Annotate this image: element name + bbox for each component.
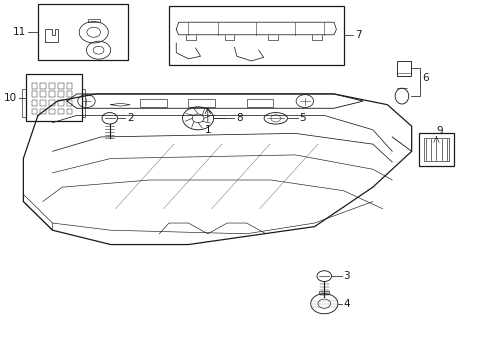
Bar — [32, 109, 37, 114]
Text: 9: 9 — [437, 126, 443, 135]
Bar — [319, 291, 329, 294]
Bar — [82, 89, 84, 117]
Bar — [40, 100, 46, 106]
Bar — [58, 83, 64, 89]
Text: 3: 3 — [343, 271, 350, 281]
Text: 4: 4 — [343, 299, 350, 309]
Bar — [246, 99, 273, 107]
Bar — [140, 99, 167, 107]
Bar — [32, 83, 37, 89]
Bar — [67, 100, 73, 106]
Bar — [40, 91, 46, 97]
Text: 2: 2 — [127, 113, 134, 123]
Bar — [26, 74, 82, 121]
Bar — [58, 100, 64, 106]
Bar — [88, 19, 99, 22]
Bar — [67, 109, 73, 114]
Bar — [32, 91, 37, 97]
Bar — [49, 109, 55, 114]
Bar — [397, 61, 411, 76]
Text: 5: 5 — [299, 113, 306, 123]
Text: 6: 6 — [422, 73, 429, 83]
Text: 11: 11 — [13, 27, 26, 37]
Bar — [169, 6, 343, 65]
Bar — [38, 4, 128, 60]
Text: 10: 10 — [3, 93, 17, 103]
Bar — [49, 83, 55, 89]
Bar — [40, 109, 46, 114]
Bar — [22, 89, 26, 117]
Bar — [424, 138, 449, 161]
Bar — [58, 91, 64, 97]
Bar — [49, 91, 55, 97]
Bar — [58, 109, 64, 114]
Bar — [419, 134, 454, 166]
Bar — [67, 91, 73, 97]
Bar — [188, 99, 215, 107]
Bar — [67, 83, 73, 89]
Bar — [49, 100, 55, 106]
Text: 1: 1 — [204, 126, 211, 135]
Bar — [32, 100, 37, 106]
Text: 7: 7 — [355, 31, 362, 40]
Text: 8: 8 — [236, 113, 243, 123]
Bar — [40, 83, 46, 89]
